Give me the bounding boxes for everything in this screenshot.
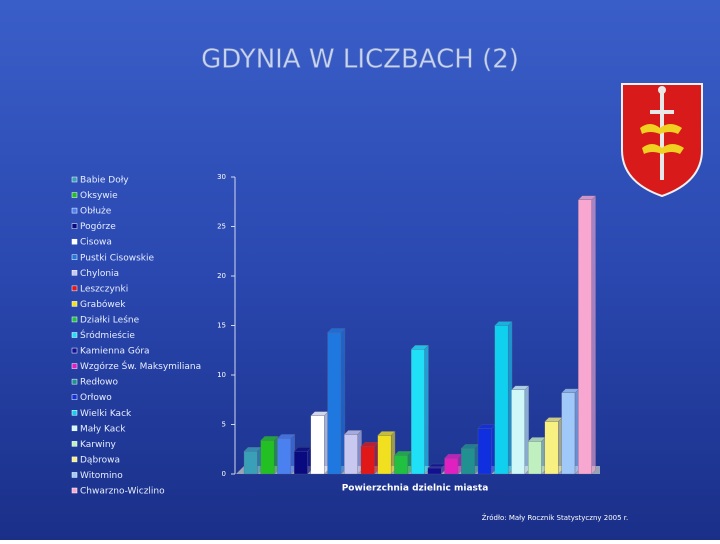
bar xyxy=(327,332,342,475)
bar xyxy=(394,455,408,475)
bar xyxy=(444,458,459,475)
legend-swatch xyxy=(71,363,78,369)
legend-swatch xyxy=(71,472,78,478)
legend-label: Pogórze xyxy=(80,221,116,232)
legend-label: Oksywie xyxy=(80,191,118,201)
bar xyxy=(494,325,509,475)
legend-swatch xyxy=(71,223,78,229)
legend-label: Mały Kack xyxy=(80,424,126,434)
bar-side xyxy=(591,195,596,475)
legend-label: Wielki Kack xyxy=(80,409,132,419)
slide-title: GDYNIA W LICZBACH (2) xyxy=(201,45,519,75)
legend-swatch xyxy=(71,394,78,400)
bar xyxy=(277,438,291,475)
legend-label: Kamienna Góra xyxy=(80,346,150,357)
legend-swatch xyxy=(71,441,78,447)
legend-swatch xyxy=(71,410,78,416)
legend-label: Cisowa xyxy=(80,238,112,248)
bar xyxy=(260,440,275,475)
legend-label: Witomino xyxy=(80,471,123,481)
source-note: Źródło: Mały Rocznik Statystyczny 2005 r… xyxy=(482,513,629,522)
legend-swatch xyxy=(71,176,78,183)
y-tick-label: 30 xyxy=(217,173,226,181)
legend-swatch xyxy=(71,192,78,198)
legend-swatch xyxy=(71,425,78,432)
legend-label: Dąbrowa xyxy=(80,455,120,465)
legend-label: Chwarzno-Wiczlino xyxy=(80,487,165,497)
legend-swatch xyxy=(71,347,78,354)
y-tick-label: 10 xyxy=(217,371,226,379)
bar xyxy=(578,199,592,475)
legend-swatch xyxy=(71,378,78,385)
bar xyxy=(293,451,308,475)
bar xyxy=(544,421,559,475)
y-tick-label: 0 xyxy=(222,470,226,478)
bar xyxy=(360,446,375,475)
legend-swatch xyxy=(71,316,78,323)
bar-side xyxy=(424,344,429,475)
legend-label: Działki Leśne xyxy=(80,314,140,325)
bar xyxy=(527,441,542,475)
legend-swatch xyxy=(71,254,78,260)
bar xyxy=(243,451,258,475)
legend-label: Redłowo xyxy=(80,378,119,388)
legend-swatch xyxy=(71,332,78,338)
legend-label: Pustki Cisowskie xyxy=(80,253,155,263)
bar xyxy=(344,434,358,475)
legend-label: Wzgórze Św. Maksymiliana xyxy=(80,360,201,372)
coat-of-arms xyxy=(621,83,703,198)
y-tick-label: 5 xyxy=(222,421,226,429)
legend-swatch xyxy=(71,456,78,463)
bar xyxy=(511,389,525,475)
legend-label: Grabówek xyxy=(80,299,126,310)
legend-label: Śródmieście xyxy=(80,329,135,341)
legend-label: Leszczynki xyxy=(80,284,128,294)
legend-swatch xyxy=(71,301,78,307)
y-tick-label: 25 xyxy=(217,223,226,231)
legend-label: Orłowo xyxy=(80,393,112,403)
bar xyxy=(561,392,576,475)
legend-swatch xyxy=(71,238,78,245)
legend-label: Chylonia xyxy=(80,269,119,279)
bar xyxy=(477,428,492,475)
bar xyxy=(310,415,325,475)
legend-label: Karwiny xyxy=(80,440,117,450)
bar xyxy=(427,467,442,475)
y-tick-label: 15 xyxy=(217,322,226,330)
bar xyxy=(410,349,425,475)
bar xyxy=(377,435,392,475)
legend-label: Obłuże xyxy=(80,207,112,217)
legend-swatch xyxy=(71,207,78,214)
legend-swatch xyxy=(71,285,78,292)
legend-swatch xyxy=(71,270,78,276)
legend-swatch xyxy=(71,487,78,494)
legend-label: Babie Doły xyxy=(80,176,129,186)
y-tick-label: 20 xyxy=(217,272,226,280)
x-axis-label: Powierzchnia dzielnic miasta xyxy=(342,484,489,494)
bar xyxy=(461,448,475,475)
